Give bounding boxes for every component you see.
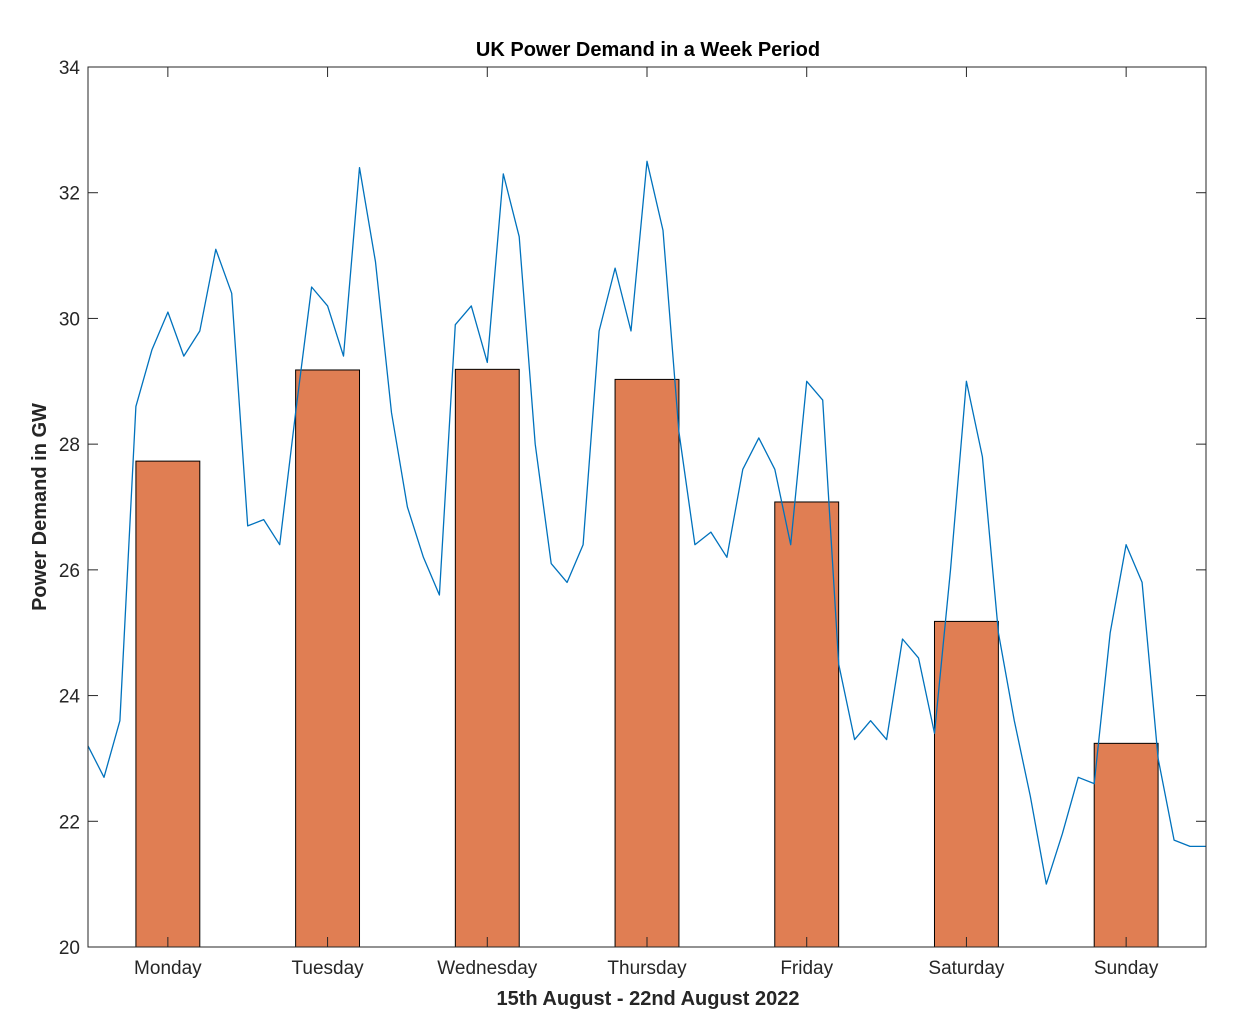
bar-tuesday	[295, 369, 361, 948]
bar-sunday	[1093, 742, 1159, 948]
x-axis-label: 15th August - 22nd August 2022	[496, 988, 799, 1010]
y-tick-label: 30	[59, 309, 80, 330]
x-tick-label: Saturday	[928, 958, 1005, 979]
y-tick-label: 24	[59, 687, 81, 708]
plot-area	[87, 160, 1206, 948]
bar-saturday	[933, 620, 999, 948]
y-tick-label: 20	[59, 938, 80, 959]
x-tick-label: Thursday	[607, 958, 687, 979]
x-tick-label: Friday	[780, 958, 833, 979]
x-tick-label: Sunday	[1094, 958, 1159, 979]
x-tick-label: Wednesday	[437, 958, 537, 979]
y-axis-label: Power Demand in GW	[29, 403, 51, 611]
demand-line	[87, 160, 1206, 885]
y-tick-label: 22	[59, 812, 80, 833]
y-tick-label: 26	[59, 561, 80, 582]
y-tick-label: 34	[59, 58, 81, 79]
bar-monday	[135, 460, 201, 948]
x-tick-label: Monday	[134, 958, 202, 979]
axes: Monday Tuesday Wednesday Thursday Friday Satu…	[59, 58, 1206, 979]
y-tick-label: 32	[59, 184, 80, 205]
bar-wednesday	[454, 368, 520, 948]
y-tick-label: 28	[59, 435, 80, 456]
chart-title: UK Power Demand in a Week Period	[476, 39, 820, 61]
bar-friday	[774, 501, 840, 948]
x-tick-label: Tuesday	[291, 958, 364, 979]
bar-thursday	[614, 378, 680, 948]
